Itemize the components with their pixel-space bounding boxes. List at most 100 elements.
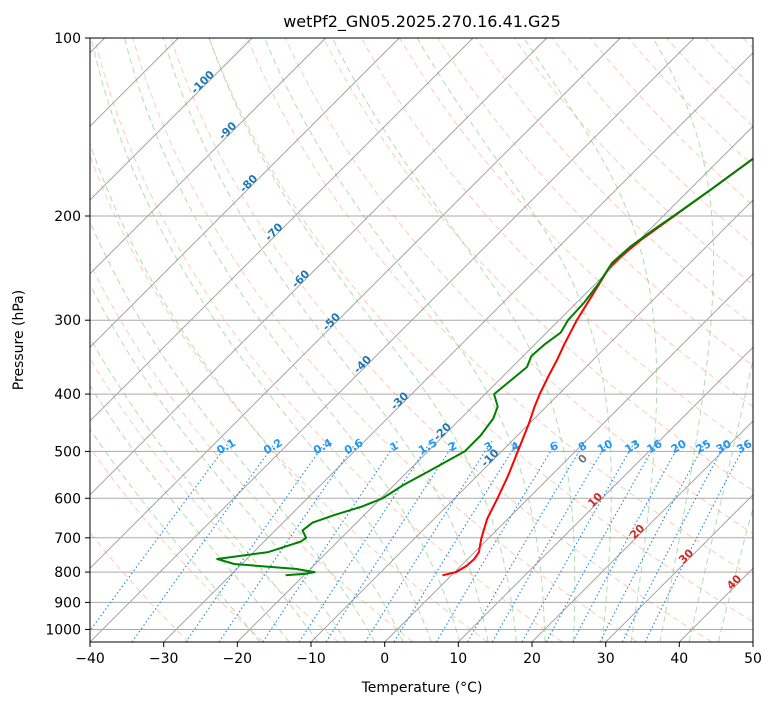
mixing-ratio-label: 0.6	[342, 436, 366, 457]
mixing-ratio-line	[325, 440, 457, 642]
y-tick-label: 500	[54, 444, 81, 460]
isotherm-line	[90, 38, 474, 422]
moist-adiabat	[332, 38, 576, 642]
moist-adiabat	[90, 220, 376, 642]
isotherm-labels: 0.1 0.2 0.4 0.6 1 1.5 2 3 4 6 8 10 13 16 20 25 30 36-100-…	[188, 68, 754, 592]
dry-adiabat	[208, 38, 753, 623]
dewpoint-line	[216, 157, 753, 577]
moist-adiabat-label: 20	[627, 521, 647, 541]
moist-adiabat	[124, 38, 461, 642]
mixing-ratio-line	[491, 440, 609, 642]
moist-adiabat-label: 10	[585, 490, 605, 510]
dry-adiabat	[513, 38, 753, 286]
isotherm-line	[90, 38, 400, 348]
x-tick-label: 10	[449, 651, 467, 667]
mixing-ratio-line	[185, 440, 327, 642]
moist-adiabat	[90, 428, 261, 642]
isotherm-line	[236, 125, 753, 642]
moist-adiabat	[208, 38, 517, 642]
moist-adiabat-label: 40	[724, 572, 744, 592]
y-tick-label: 200	[54, 209, 81, 225]
isotherm-line	[90, 38, 621, 569]
mixing-ratio-line	[218, 440, 358, 642]
y-tick-label: 900	[54, 595, 81, 611]
dry-adiabat	[90, 357, 339, 642]
y-tick-label: 600	[54, 491, 81, 507]
y-axis: 100 200 300 400 500 600 700 800 900 1000	[45, 31, 90, 639]
x-tick-label: −10	[296, 651, 326, 667]
x-tick-label: −30	[149, 651, 179, 667]
moist-adiabat	[264, 38, 546, 642]
mixing-ratio-line	[599, 440, 707, 642]
moist-adiabat	[416, 38, 612, 642]
x-tick-label: −40	[75, 651, 105, 667]
isotherm-label: -70	[262, 220, 285, 243]
x-tick-label: 0	[380, 651, 389, 667]
y-tick-label: 800	[54, 565, 81, 581]
mixing-ratio-label: 8	[576, 439, 589, 454]
mixing-ratio-line	[644, 440, 748, 642]
isotherm-line	[457, 346, 753, 642]
isotherm-label: -40	[351, 353, 374, 376]
mixing-ratio-label: 0.2	[261, 436, 284, 457]
dry-adiabat	[284, 38, 753, 535]
mixing-ratio-line	[545, 440, 658, 642]
dry-adiabat	[246, 38, 753, 578]
isotherm-line	[90, 38, 253, 201]
x-tick-label: 50	[744, 651, 762, 667]
moist-adiabat-label: 30	[676, 546, 696, 566]
dry-adiabat	[90, 531, 190, 642]
grid-lines	[90, 38, 753, 642]
dry-adiabat	[742, 38, 753, 49]
y-tick-label: 1000	[45, 623, 81, 639]
mixing-ratio-line	[621, 440, 727, 642]
moist-adiabat	[90, 384, 290, 642]
moist-adiabat	[90, 38, 432, 642]
mixing-ratio-label: 36	[735, 437, 755, 456]
isotherm-line	[531, 420, 753, 642]
mixing-ratio-label: 30	[714, 437, 734, 456]
mixing-ratio-line	[364, 440, 493, 642]
mixing-ratio-line	[393, 440, 519, 642]
mixing-ratio-line	[90, 440, 231, 632]
profile-lines	[216, 157, 753, 577]
moist-adiabat	[523, 38, 658, 642]
plot-frame	[89, 37, 754, 643]
isotherm-label: -60	[289, 267, 312, 290]
x-axis: −40 −30 −20 −10 0 10 20 30 40 50	[75, 642, 762, 667]
moist-adiabat	[717, 506, 753, 642]
y-tick-label: 300	[54, 313, 81, 329]
isotherm-line	[90, 38, 695, 642]
isotherm-line	[90, 38, 327, 275]
x-tick-label: 20	[523, 651, 541, 667]
moist-adiabat	[90, 142, 404, 642]
isotherm-label: -10	[478, 446, 501, 469]
dry-adiabat	[90, 446, 264, 642]
mixing-ratio-label: 0.4	[311, 436, 335, 457]
dry-adiabat	[170, 38, 712, 642]
y-tick-label: 700	[54, 531, 81, 547]
isotherm-label: -80	[237, 172, 260, 195]
mixing-ratio-label: 10	[595, 437, 615, 456]
dry-adiabat	[704, 38, 753, 88]
isotherm-line	[163, 52, 753, 642]
y-axis-label: Pressure (hPa)	[11, 290, 27, 390]
isotherm-line	[678, 567, 753, 642]
x-tick-label: 40	[670, 651, 688, 667]
mixing-ratio-label: 20	[669, 437, 689, 456]
x-tick-label: 30	[597, 651, 615, 667]
moist-adiabat	[688, 356, 753, 642]
isotherm-line	[384, 273, 753, 642]
moist-adiabat	[90, 283, 347, 642]
x-tick-label: −20	[223, 651, 253, 667]
dry-adiabat	[94, 38, 563, 642]
mixing-ratio-line	[521, 440, 636, 642]
dry-adiabat	[90, 262, 414, 642]
moist-adiabat	[90, 337, 319, 642]
moist-adiabat	[162, 38, 489, 642]
mixing-ratio-label: 0.1	[215, 436, 238, 457]
dry-adiabat	[437, 38, 753, 367]
isotherm-line	[752, 641, 753, 642]
temperature-line	[442, 157, 753, 577]
